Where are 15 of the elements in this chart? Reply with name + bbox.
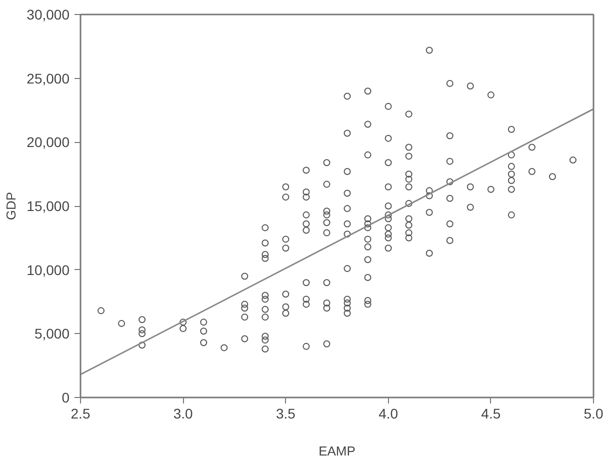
x-tick-label: 3.5 [276, 406, 296, 422]
x-tick-label: 2.5 [70, 406, 90, 422]
y-tick-label: 25,000 [26, 70, 70, 86]
x-tick-label: 3.0 [173, 406, 194, 422]
y-axis-title: GDP [4, 192, 19, 220]
y-tick-label: 30,000 [26, 6, 70, 22]
y-tick-label: 20,000 [26, 134, 70, 150]
y-tick-label: 5,000 [34, 326, 70, 342]
y-tick-label: 15,000 [26, 198, 70, 214]
y-tick-label: 10,000 [26, 262, 70, 278]
x-tick-label: 5.0 [584, 406, 604, 422]
x-tick-label: 4.5 [481, 406, 501, 422]
y-tick-label: 0 [62, 390, 70, 406]
x-tick-label: 4.0 [378, 406, 398, 422]
x-axis-title: EAMP [318, 444, 356, 458]
